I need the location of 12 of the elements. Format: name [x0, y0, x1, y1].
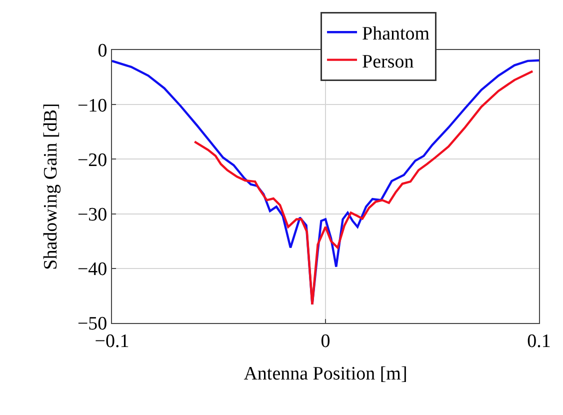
line-series — [194, 70, 534, 306]
y-tick-label: −10 — [77, 95, 108, 116]
y-tick-label: −20 — [77, 150, 108, 171]
y-tick-label: 0 — [98, 40, 108, 62]
x-axis-title: Antenna Position [m] — [244, 364, 408, 385]
x-tick-label: 0.1 — [527, 330, 551, 352]
y-axis-title: Shadowing Gain [dB] — [40, 103, 62, 270]
x-tick-label: 0 — [320, 330, 330, 352]
legend-label: Phantom — [362, 24, 430, 45]
legend-label: Person — [362, 51, 414, 72]
y-tick-label: −30 — [77, 204, 108, 226]
y-tick-label: −40 — [77, 259, 108, 280]
